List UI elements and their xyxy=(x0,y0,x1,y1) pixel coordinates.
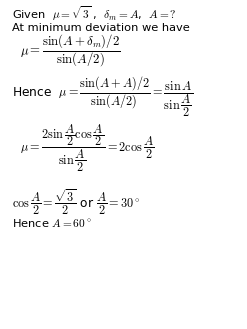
Text: Given  $\mu = \sqrt{3}$ ,  $\delta_m = A$,  $A = ?$: Given $\mu = \sqrt{3}$ , $\delta_m = A$,… xyxy=(12,5,177,23)
Text: At minimum deviation we have: At minimum deviation we have xyxy=(12,23,190,33)
Text: $\mu = \dfrac{\sin\!(A + \delta_m)/2}{\sin(A/2)}$: $\mu = \dfrac{\sin\!(A + \delta_m)/2}{\s… xyxy=(20,33,121,69)
Text: $\cos\dfrac{A}{2} = \dfrac{\sqrt{3}}{2}$ or $\dfrac{A}{2} = 30^\circ$: $\cos\dfrac{A}{2} = \dfrac{\sqrt{3}}{2}$… xyxy=(12,188,141,217)
Text: $\mu = \dfrac{2\sin\dfrac{A}{2}\cos\dfrac{A}{2}}{\sin\dfrac{A}{2}} = 2\cos\dfrac: $\mu = \dfrac{2\sin\dfrac{A}{2}\cos\dfra… xyxy=(20,123,154,174)
Text: Hence $A = 60^\circ$: Hence $A = 60^\circ$ xyxy=(12,218,92,230)
Text: Hence  $\mu = \dfrac{\sin(A + A)/2}{\sin(A/2)} = \dfrac{\sin A}{\sin\dfrac{A}{2}: Hence $\mu = \dfrac{\sin(A + A)/2}{\sin(… xyxy=(12,75,194,119)
